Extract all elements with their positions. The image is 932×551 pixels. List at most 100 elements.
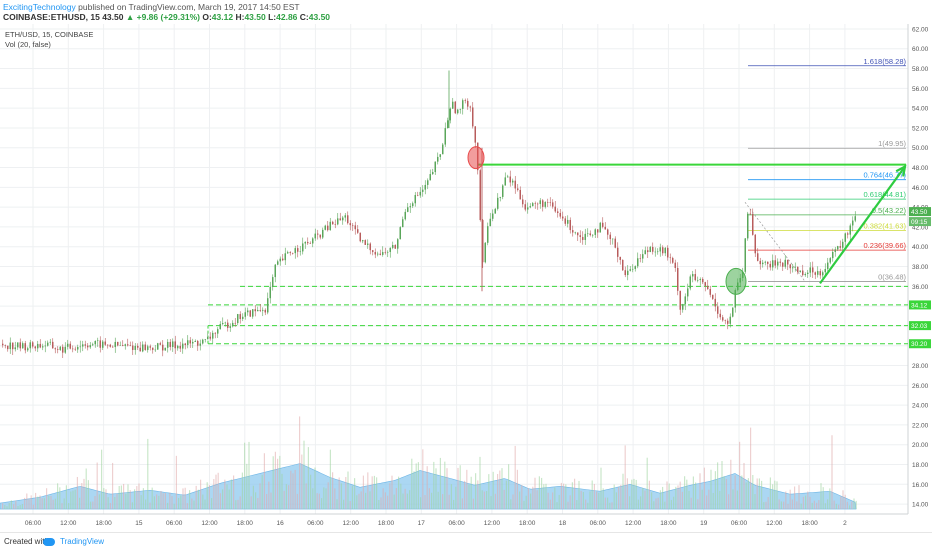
volume-bar	[305, 483, 307, 510]
candle-body	[14, 347, 16, 350]
last-price: 43.50	[102, 12, 124, 22]
candle-body	[819, 271, 821, 276]
volume-bar	[622, 473, 624, 510]
volume-bar	[107, 497, 109, 510]
author-link[interactable]: ExcitingTechnology	[3, 2, 76, 12]
candle-body	[559, 212, 561, 217]
volume-bar	[629, 496, 631, 510]
volume-bar	[514, 445, 516, 510]
volume-bar	[666, 481, 668, 510]
volume-bar	[494, 493, 496, 510]
tradingview-logo-icon[interactable]	[43, 538, 55, 546]
candle-body	[387, 251, 389, 253]
volume-bar	[655, 498, 657, 510]
volume-bar	[200, 479, 202, 510]
candle-body	[357, 229, 359, 233]
volume-bar	[149, 502, 151, 510]
candle-body	[329, 221, 331, 231]
candle-body	[272, 277, 274, 288]
volume-bar	[277, 458, 279, 510]
volume-bar	[692, 476, 694, 510]
tradingview-brand[interactable]: TradingView	[60, 537, 105, 546]
countdown-label: 09:15	[911, 219, 928, 226]
candle-body	[674, 262, 676, 268]
volume-bar	[197, 489, 199, 510]
volume-bar	[657, 497, 659, 510]
candle-body	[532, 203, 534, 207]
volume-bar	[745, 482, 747, 510]
time-axis-tick: 06:00	[731, 520, 748, 527]
candle-body	[414, 195, 416, 204]
price-chart[interactable]: 14.00 16.00 18.00 20.00 22.00 24.00 26.00 28.00…	[0, 24, 932, 532]
candle-body	[582, 236, 584, 240]
volume-bar	[261, 474, 263, 510]
volume-bar	[169, 492, 171, 510]
volume-bar	[543, 484, 545, 510]
volume-bar	[805, 495, 807, 510]
volume-bar	[686, 479, 688, 510]
chart-area[interactable]: 14.00 16.00 18.00 20.00 22.00 24.00 26.00 28.00…	[0, 24, 932, 532]
volume-bar	[332, 472, 334, 510]
candle-body	[79, 346, 81, 348]
candle-body	[54, 348, 56, 350]
volume-bar	[288, 485, 290, 510]
volume-bar	[164, 492, 166, 510]
candle-body	[434, 161, 436, 173]
volume-bar	[248, 441, 250, 510]
volume-bar	[618, 487, 620, 510]
candle-body	[282, 258, 284, 261]
trend-arrow-head	[895, 164, 907, 177]
candle-body	[697, 280, 699, 281]
candle-body	[352, 225, 354, 226]
volume-bar	[545, 483, 547, 510]
created-with-text: Created with	[4, 537, 49, 546]
candle-body	[644, 250, 646, 255]
time-axis-tick: 18:00	[519, 520, 536, 527]
support-price-label: 32.03	[911, 323, 928, 330]
candle-body	[334, 224, 336, 225]
low-label: L:	[268, 12, 277, 22]
volume-bar	[662, 486, 664, 510]
price-axis-tick: 24.00	[912, 403, 929, 410]
volume-bar	[32, 504, 34, 510]
candle-body	[714, 298, 716, 307]
candle-body	[67, 343, 69, 347]
volume-bar	[677, 485, 679, 510]
volume-bar	[829, 488, 831, 510]
volume-bar	[37, 496, 39, 510]
candle-body	[472, 107, 474, 127]
candle-body	[159, 343, 161, 345]
candle-body	[332, 221, 334, 225]
volume-bar	[303, 440, 305, 510]
volume-bar	[842, 490, 844, 510]
candle-body	[367, 243, 369, 245]
candle-body	[452, 101, 454, 109]
candle-body	[369, 243, 371, 251]
candle-body	[662, 247, 664, 254]
volume-bar	[299, 416, 301, 510]
candle-body	[209, 336, 211, 339]
volume-bar	[620, 484, 622, 510]
volume-bar	[70, 491, 72, 510]
volume-bar	[728, 494, 730, 510]
time-axis-tick: 12:00	[343, 520, 360, 527]
candle-body	[617, 247, 619, 257]
publish-line: ExcitingTechnology published on TradingV…	[3, 2, 300, 13]
volume-bar	[739, 441, 741, 510]
volume-bar	[560, 482, 562, 510]
volume-bar	[85, 468, 87, 510]
candle-body	[419, 191, 421, 196]
candle-body	[409, 206, 411, 208]
candle-body	[84, 344, 86, 346]
fib-trend-line	[744, 201, 806, 282]
candle-body	[572, 230, 574, 233]
candle-body	[254, 309, 256, 312]
volume-bar	[123, 483, 125, 510]
volume-bar	[499, 470, 501, 510]
candle-body	[259, 309, 261, 311]
price-axis-tick: 48.00	[912, 165, 929, 172]
volume-bar	[142, 488, 144, 510]
candle-body	[834, 249, 836, 252]
candle-body	[519, 189, 521, 200]
volume-bar	[479, 456, 481, 510]
